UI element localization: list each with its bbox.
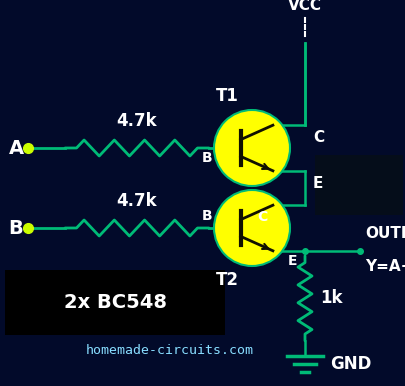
Text: VCC: VCC: [288, 0, 322, 13]
Text: E: E: [288, 254, 297, 268]
Text: A: A: [9, 139, 23, 157]
Text: Y=A+B: Y=A+B: [365, 259, 405, 274]
Text: E: E: [313, 176, 323, 191]
Bar: [315, 155, 403, 215]
Text: B: B: [201, 209, 212, 223]
Text: homemade-circuits.com: homemade-circuits.com: [86, 344, 254, 357]
Circle shape: [214, 190, 290, 266]
Text: OUTPUT: OUTPUT: [365, 226, 405, 241]
Text: 4.7k: 4.7k: [117, 112, 157, 130]
Text: 2x BC548: 2x BC548: [64, 293, 166, 313]
Bar: [5, 270, 225, 335]
Text: T1: T1: [215, 87, 239, 105]
Circle shape: [214, 110, 290, 186]
Text: 4.7k: 4.7k: [117, 192, 157, 210]
Text: B: B: [201, 151, 212, 165]
Text: T2: T2: [215, 271, 239, 289]
Text: GND: GND: [330, 355, 371, 373]
Text: 1k: 1k: [320, 289, 343, 307]
Text: C: C: [313, 130, 324, 145]
Text: C: C: [258, 210, 268, 224]
Text: B: B: [9, 218, 23, 237]
